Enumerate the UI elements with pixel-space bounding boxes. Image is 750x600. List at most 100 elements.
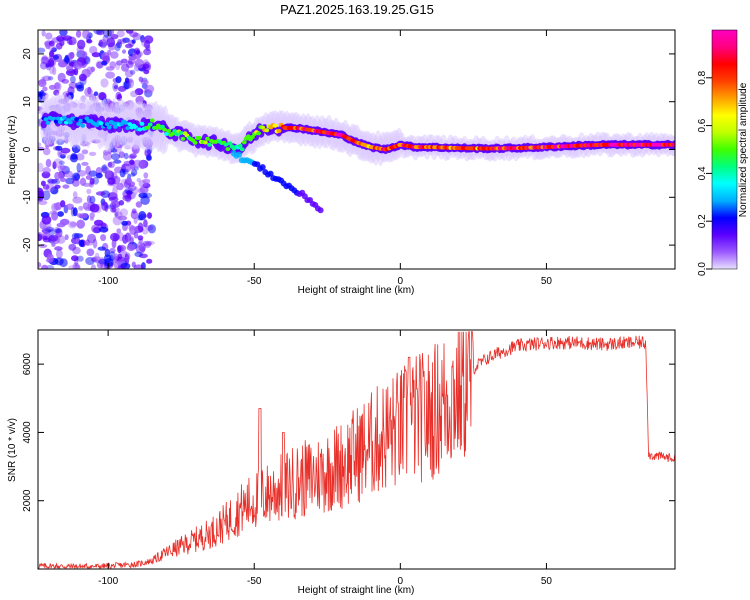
spectrogram-noise-speckle [127,185,137,192]
spectrogram-noise-speckle [107,177,116,185]
spectrogram-noise-speckle [68,81,78,89]
spectrogram-noise-speckle [107,161,115,169]
spectrogram-noise-speckle [64,234,69,241]
spectrogram-noise-speckle [117,85,127,92]
spectrogram-noise-speckle [60,200,66,208]
spectrogram-noise-speckle [73,61,83,70]
spectrogram-noise-speckle [77,39,86,50]
spectrogram-noise-speckle [68,53,75,60]
spectrogram-noise-speckle [128,57,136,65]
spectrogram-y-ticks: -20 -10 0 10 20 [22,48,675,252]
spectrogram-noise-speckle [47,179,58,184]
spectrogram-noise-speckle [78,73,87,82]
spectrogram-noise-speckle [147,224,156,234]
spectrogram-noise-speckle [49,50,55,58]
spectrogram-noise-speckle [122,37,130,43]
spectrogram-noise-speckle [132,159,143,168]
spectrogram-noise-speckle [113,85,118,90]
spectrogram-noise-speckle [100,234,107,242]
spectrogram-branch-cell [259,164,266,171]
spectrogram-noise-speckle [41,54,48,63]
spectrogram-ridge-core [106,125,112,130]
spectrogram-noise-speckle [57,72,66,83]
spectrogram-noise-speckle [143,219,148,228]
spectrogram-noise-speckle [142,240,152,247]
spectrogram-branch-cell [236,151,242,158]
spectrogram-noise-speckle [101,60,108,66]
spectrogram-ridge-core [160,124,165,129]
spectrogram-noise-speckle [52,54,59,60]
colorbar-label: Normalized spectral amplitude [738,82,749,217]
spectrogram-noise-speckle [63,170,74,178]
spectrogram-branch-cell [267,170,274,177]
spectrogram-noise-speckle [134,251,143,258]
spectrogram-noise-speckle [147,212,152,219]
spectrogram-noise-speckle [130,90,138,98]
spectrogram-noise-speckle [89,212,95,219]
spectrogram-noise-speckle [62,35,73,41]
spectrogram-noise-speckle [42,147,51,156]
spectrogram-noise-speckle [68,39,73,45]
spectrogram-noise-speckle [96,30,105,36]
spectrogram-noise-speckle [38,79,47,88]
spectrogram-noise-speckle [133,264,144,269]
spectrogram-noise-speckle [51,178,61,185]
spectrogram-noise-speckle [111,207,117,213]
spectrogram-noise-speckle [42,167,51,174]
spectrogram-noise-speckle [97,92,106,101]
spectrogram-noise-speckle [47,57,56,68]
spectrogram-x-label: Height of straight line (km) [298,285,415,296]
spectrogram-noise-speckle [103,30,112,38]
spectrogram-noise-speckle [126,243,136,252]
spectrogram-noise-speckle [144,84,155,94]
spectrogram-branch-cell [317,207,324,214]
spectrogram-noise-speckle [123,152,129,160]
spectrogram-noise-speckle [87,233,97,244]
spectrogram-noise-speckle [138,211,147,221]
spectrogram-noise-speckle [55,145,63,151]
spectrogram-noise-speckle [131,208,137,214]
spectrogram-ridge-core [76,122,81,126]
spectrogram-noise-speckle [40,56,49,65]
spectrogram-noise-speckle [41,264,49,269]
spectrogram-ridge-core [223,142,229,147]
spectrogram-noise-speckle [121,63,130,72]
spectrogram-y-tick-label: -10 [22,190,33,205]
snr-y-tick-label: 2000 [22,489,33,512]
spectrogram-y-tick-label: 10 [22,96,33,108]
spectrogram-noise-speckle [137,222,144,233]
spectrogram-noise-speckle [95,167,103,175]
snr-x-tick-label: 0 [398,576,404,587]
spectrogram-noise-speckle [88,151,97,156]
spectrogram-ridge-core [180,136,186,141]
spectrogram-noise-speckle [47,253,54,263]
spectrogram-noise-speckle [115,62,121,71]
spectrogram-noise-speckle [129,153,137,159]
spectrogram-noise-speckle [38,233,43,242]
spectrogram-noise-speckle [45,32,53,40]
spectrogram-noise-speckle [62,184,70,189]
spectrogram-noise-speckle [117,215,128,221]
spectrogram-marks [38,30,675,269]
snr-x-ticks: -100 -50 0 50 [98,330,552,587]
spectrogram-noise-speckle [98,226,109,233]
spectrogram-noise-speckle [118,200,125,206]
spectrogram-noise-speckle [133,217,138,224]
spectrogram-noise-speckle [125,235,135,244]
spectrogram-noise-speckle [48,40,55,47]
spectrogram-noise-speckle [125,61,134,68]
spectrogram-noise-speckle [101,166,110,173]
spectrogram-noise-speckle [93,30,103,35]
spectrogram-noise-speckle [115,60,123,66]
spectrogram-ridge-core [111,121,116,126]
spectrogram-noise-speckle [92,238,98,249]
spectrogram-noise-speckle [42,86,48,92]
spectrogram-noise-speckle [76,162,82,173]
spectrogram-noise-speckle [89,195,96,204]
spectrogram-noise-speckle [76,84,84,92]
spectrogram-noise-speckle [134,88,144,96]
spectrogram-noise-speckle [70,154,78,163]
spectrogram-noise-speckle [57,211,64,217]
spectrogram-noise-speckle [42,56,52,61]
spectrogram-noise-speckle [89,46,98,54]
